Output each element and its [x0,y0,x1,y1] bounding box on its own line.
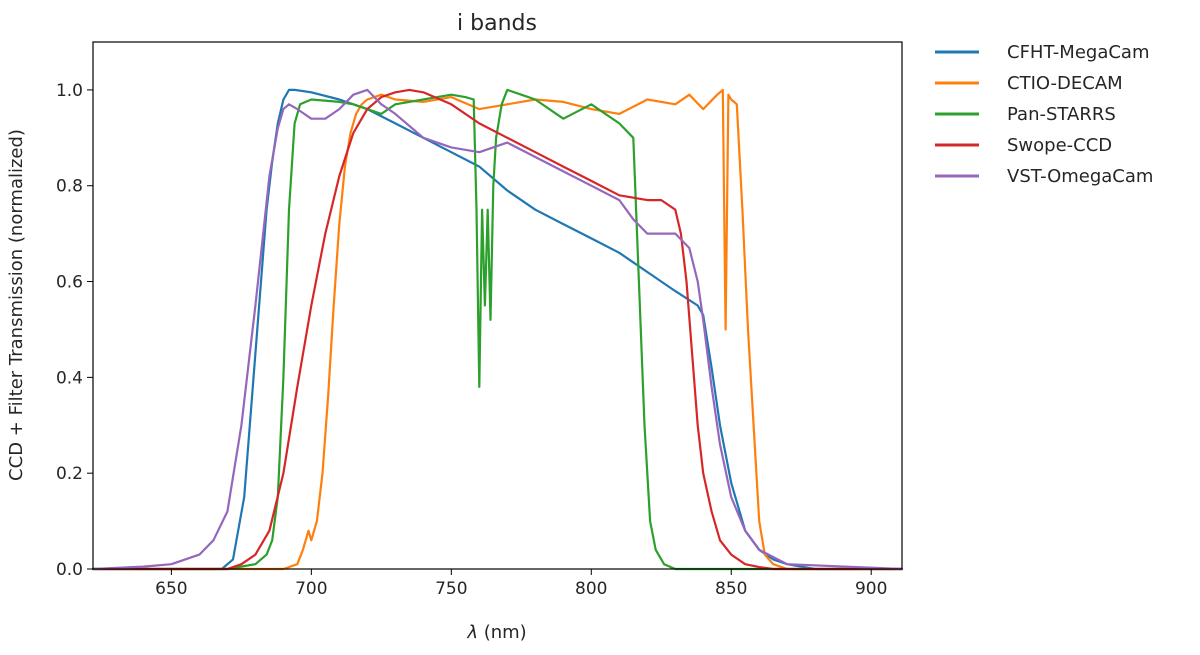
series-line-swope-ccd [91,88,904,571]
series-line-ctio-decam [91,88,904,571]
y-axis-title: CCD + Filter Transmission (normalized) [6,129,27,481]
legend-label-vst-omegacam: VST-OmegaCam [1007,166,1153,187]
series-line-vst-omegacam [91,88,904,571]
series-line-pan-starrs [91,88,904,571]
y-tick-label: 0.0 [56,560,83,580]
legend-label-swope-ccd: Swope-CCD [1007,135,1112,156]
x-tick-label: 650 [155,579,187,599]
x-axis: 650 700 750 800 850 900 [155,569,887,599]
x-tick-label: 700 [295,579,327,599]
legend-label-cfht-megacam: CFHT-MegaCam [1007,42,1150,63]
y-tick-label: 0.8 [56,177,83,197]
x-tick-label: 750 [435,579,467,599]
x-tick-label: 800 [575,579,607,599]
x-axis-symbol: λ [466,622,478,643]
plot-border [92,41,903,570]
x-axis-title: λ (nm) [466,622,526,643]
legend-label-pan-starrs: Pan-STARRS [1007,104,1116,125]
legend: CFHT-MegaCam CTIO-DECAM Pan-STARRS Swope-CC… [935,42,1153,187]
y-axis: 0.0 0.2 0.4 0.6 0.8 1.0 [56,81,93,580]
series-layer [91,88,904,571]
y-tick-label: 0.4 [56,368,83,388]
x-axis-unit: (nm) [478,622,527,643]
chart-title: i bands [457,11,537,36]
x-tick-label: 900 [855,579,887,599]
plot-frame [93,42,902,569]
plot-area [91,41,904,571]
y-tick-label: 1.0 [56,81,83,101]
y-tick-label: 0.6 [56,273,83,293]
y-tick-label: 0.2 [56,464,83,484]
legend-label-ctio-decam: CTIO-DECAM [1007,73,1123,94]
x-tick-label: 850 [715,579,747,599]
